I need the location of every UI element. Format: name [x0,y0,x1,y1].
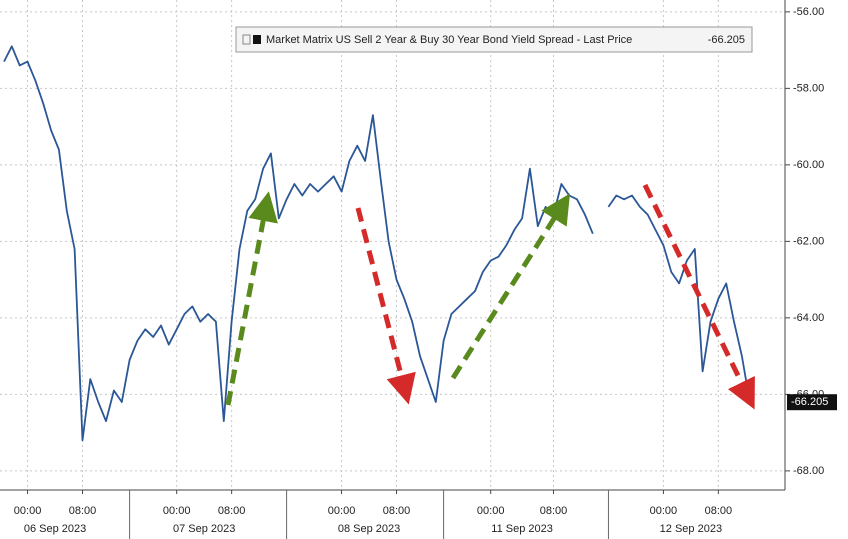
x-date-label: 07 Sep 2023 [173,523,235,535]
x-date-label: 06 Sep 2023 [24,523,86,535]
x-date-label: 11 Sep 2023 [491,523,553,535]
plot [3,45,751,442]
x-tick-label: 00:00 [328,505,356,517]
last-price-tag [787,394,837,411]
grid [0,0,785,490]
x-tick-label: 08:00 [540,505,568,517]
x-tick-label: 00:00 [14,505,42,517]
legend-swatch [253,35,261,44]
trend-arrow-down [642,183,755,410]
x-tick-label: 00:00 [163,505,191,517]
y-tick-label: -60.00 [793,159,824,171]
x-tick-label: 00:00 [650,505,678,517]
legend-icon [242,34,251,45]
y-tick-label: -56.00 [793,6,824,18]
y-tick-label: -62.00 [793,235,824,247]
x-tick-label: 08:00 [218,505,246,517]
y-tick-label: -68.00 [793,465,824,477]
legend-box [235,26,753,53]
x-tick-label: 08:00 [69,505,97,517]
x-tick-label: 00:00 [477,505,505,517]
series-line [3,45,751,442]
legend-label: Market Matrix US Sell 2 Year & Buy 30 Ye… [266,34,632,46]
last-price-label: -66.205 [791,396,828,408]
trend-arrow-up [225,191,278,406]
trend-arrow-up [450,193,571,380]
y-tick-label: -58.00 [793,82,824,94]
trend-arrow-down [355,207,416,405]
x-tick-label: 08:00 [383,505,411,517]
x-date-label: 12 Sep 2023 [660,523,722,535]
legend: Market Matrix US Sell 2 Year & Buy 30 Ye… [235,26,753,53]
y-tick-label: -64.00 [793,312,824,324]
x-tick-label: 08:00 [705,505,733,517]
annotations [225,183,755,410]
legend-last-price: -66.205 [708,34,745,46]
x-date-label: 08 Sep 2023 [338,523,400,535]
